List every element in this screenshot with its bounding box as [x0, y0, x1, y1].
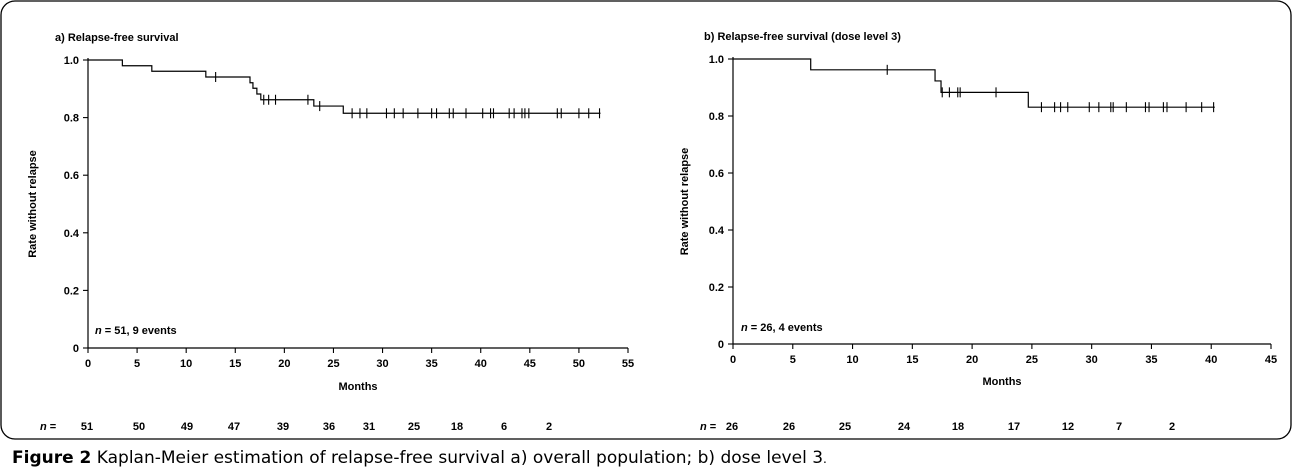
chart-panel-b: b) Relapse-free survival (dose level 3) 0… — [679, 31, 1277, 433]
at-risk-value: 50 — [133, 421, 145, 433]
at-risk-value: 51 — [81, 421, 93, 433]
y-tick-label: 1.0 — [64, 55, 79, 67]
survival-curve — [733, 58, 1215, 108]
at-risk-value: 6 — [501, 421, 507, 433]
y-tick-label: 0.2 — [64, 285, 79, 297]
x-tick-label: 45 — [1265, 354, 1277, 366]
caption-label: Figure 2 — [12, 448, 92, 468]
x-tick-label: 45 — [524, 358, 536, 370]
x-tick-label: 0 — [730, 354, 736, 366]
y-tick-label: 0 — [73, 343, 79, 355]
x-axis-label: Months — [982, 376, 1021, 388]
at-risk-value: 2 — [1169, 421, 1175, 433]
at-risk-value: 18 — [451, 421, 463, 433]
at-risk-value: 18 — [952, 421, 964, 433]
at-risk-value: 17 — [1008, 421, 1020, 433]
survival-curve — [88, 59, 601, 114]
figure-caption: Figure 2 Kaplan-Meier estimation of rela… — [12, 448, 827, 468]
x-tick-label: 0 — [85, 358, 91, 370]
at-risk-value: 47 — [228, 421, 240, 433]
x-tick-label: 5 — [790, 354, 796, 366]
x-tick-label: 20 — [278, 358, 290, 370]
caption-end: . — [823, 452, 827, 466]
at-risk-value: 7 — [1116, 421, 1122, 433]
x-tick-label: 35 — [426, 358, 438, 370]
x-tick-label: 40 — [475, 358, 487, 370]
x-tick-label: 30 — [1086, 354, 1098, 366]
at-risk-value: 25 — [408, 421, 420, 433]
at-risk-value: 49 — [181, 421, 193, 433]
x-tick-label: 25 — [327, 358, 339, 370]
x-tick-label: 50 — [573, 358, 585, 370]
x-axis-label: Months — [338, 381, 377, 393]
y-tick-label: 0.8 — [64, 113, 79, 125]
y-tick-label: 0.6 — [64, 170, 79, 182]
y-tick-label: 0.4 — [709, 225, 725, 237]
at-risk-value: 36 — [323, 421, 335, 433]
y-axis-label: Rate without relapse — [679, 148, 691, 256]
y-tick-label: 0 — [718, 339, 724, 351]
at-risk-value: 26 — [783, 421, 795, 433]
y-tick-label: 1.0 — [709, 54, 724, 66]
at-risk-value: 26 — [726, 421, 738, 433]
y-axis-label: Rate without relapse — [27, 150, 39, 258]
at-risk-value: 39 — [277, 421, 289, 433]
x-tick-label: 40 — [1205, 354, 1217, 366]
x-tick-label: 35 — [1145, 354, 1157, 366]
chart-title: b) Relapse-free survival (dose level 3) — [704, 31, 901, 43]
x-tick-label: 10 — [846, 354, 858, 366]
x-tick-label: 30 — [376, 358, 388, 370]
x-tick-label: 20 — [966, 354, 978, 366]
x-tick-label: 5 — [134, 358, 140, 370]
x-tick-label: 15 — [229, 358, 241, 370]
n-events-annotation: n = 26, 4 events — [741, 322, 823, 334]
y-tick-label: 0.4 — [64, 228, 80, 240]
at-risk-value: 25 — [839, 421, 851, 433]
figure-border — [0, 0, 1292, 440]
x-tick-label: 15 — [906, 354, 918, 366]
at-risk-value: 24 — [898, 421, 911, 433]
caption-text: Kaplan-Meier estimation of relapse-free … — [91, 448, 824, 468]
y-tick-label: 0.6 — [709, 168, 724, 180]
at-risk-label: n = — [700, 421, 716, 433]
x-tick-label: 25 — [1026, 354, 1038, 366]
n-events-annotation: n = 51, 9 events — [95, 325, 177, 337]
at-risk-value: 31 — [363, 421, 375, 433]
y-tick-label: 0.8 — [709, 111, 724, 123]
at-risk-label: n = — [40, 421, 56, 433]
x-tick-label: 55 — [622, 358, 634, 370]
chart-title: a) Relapse-free survival — [55, 32, 179, 44]
x-tick-label: 10 — [180, 358, 192, 370]
at-risk-value: 2 — [546, 421, 552, 433]
chart-panel-a: a) Relapse-free survival 0 0.2 0.4 0.6 0.8 1.0… — [27, 32, 634, 433]
at-risk-value: 12 — [1062, 421, 1074, 433]
y-tick-label: 0.2 — [709, 282, 724, 294]
